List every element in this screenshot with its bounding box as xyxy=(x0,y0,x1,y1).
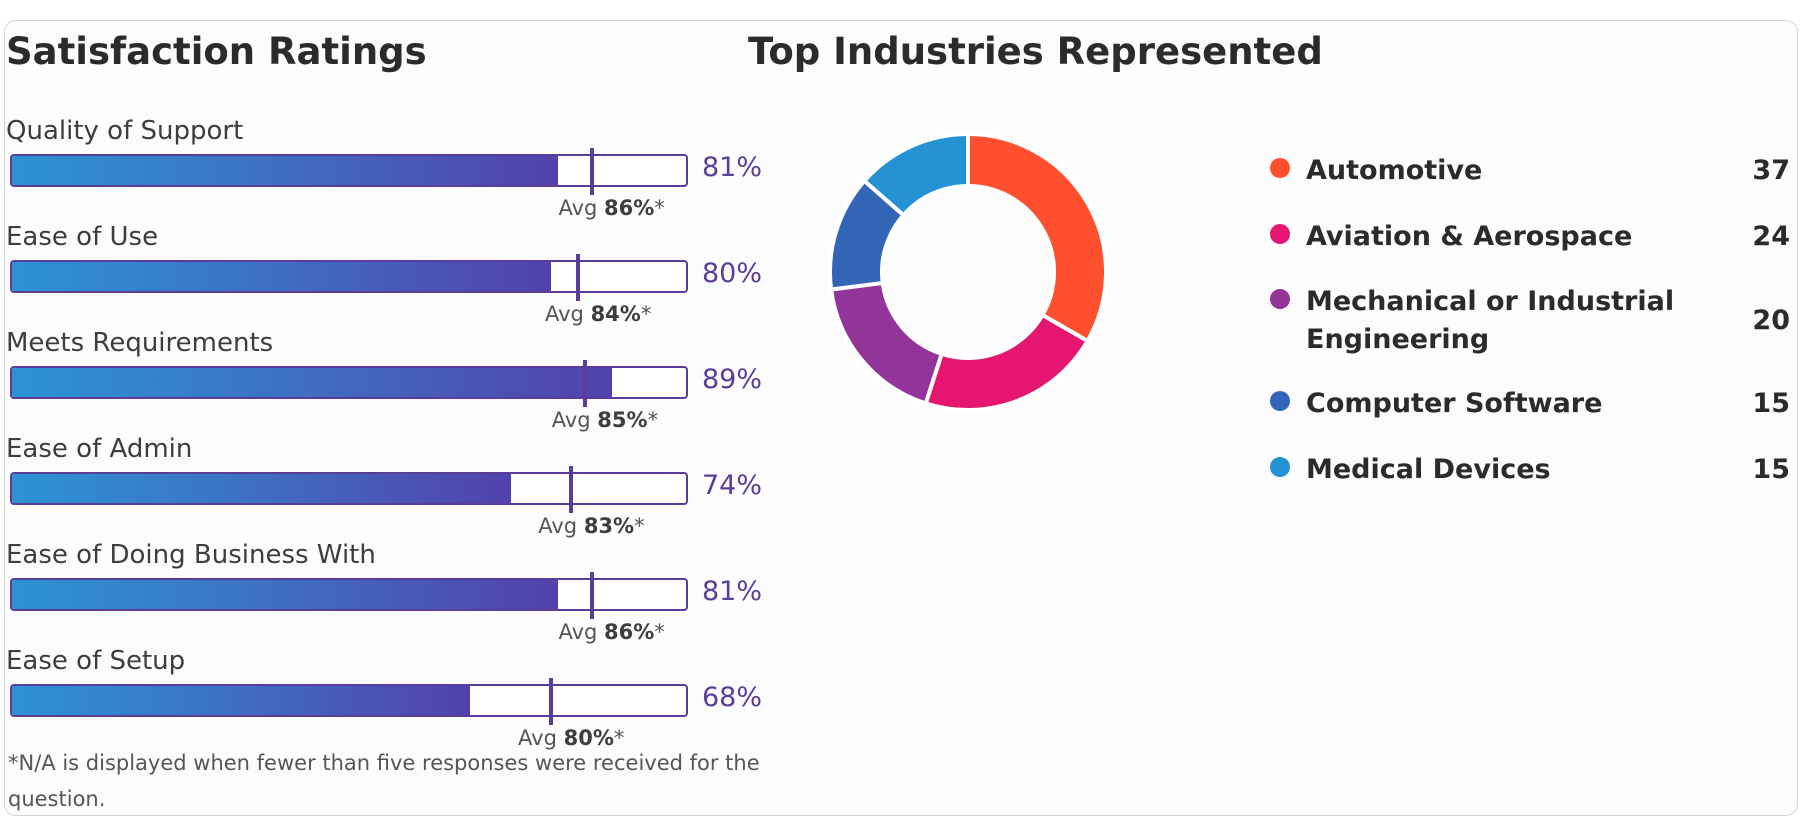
legend-count: 24 xyxy=(1752,221,1790,252)
average-prefix: Avg xyxy=(544,302,591,326)
legend-swatch-icon xyxy=(1270,224,1290,244)
rating-label: Ease of Use xyxy=(6,222,159,252)
legend-count: 15 xyxy=(1752,388,1790,419)
rating-label: Ease of Doing Business With xyxy=(6,540,376,570)
rating-label: Ease of Admin xyxy=(6,434,193,464)
average-label: Avg 86%* xyxy=(558,196,664,220)
legend-label: Medical Devices xyxy=(1306,454,1551,485)
legend-count: 15 xyxy=(1752,454,1790,485)
donut-slice xyxy=(828,280,945,406)
rating-bar-track xyxy=(10,148,688,195)
average-value: 83% xyxy=(583,514,635,538)
industries-donut-chart xyxy=(828,131,1108,412)
rating-value: 74% xyxy=(702,470,763,501)
rating-bar-track xyxy=(10,254,688,301)
average-prefix: Avg xyxy=(558,196,605,220)
average-prefix: Avg xyxy=(538,514,584,538)
rating-bar-track xyxy=(10,678,688,725)
average-suffix: * xyxy=(654,196,665,220)
average-suffix: * xyxy=(640,302,652,326)
rating-bar xyxy=(12,686,471,715)
average-marker xyxy=(576,254,581,301)
average-value: 85% xyxy=(597,408,648,432)
average-label: Avg 84%* xyxy=(545,302,651,326)
donut-slice xyxy=(966,131,1108,344)
rating-bar xyxy=(12,156,558,185)
legend-count: 20 xyxy=(1752,305,1790,336)
average-value: 80% xyxy=(563,726,614,750)
average-value: 86% xyxy=(604,620,655,644)
rating-label: Quality of Support xyxy=(6,116,244,146)
average-prefix: Avg xyxy=(551,408,598,432)
donut-slice xyxy=(923,312,1091,412)
average-value: 86% xyxy=(604,196,655,220)
rating-bar xyxy=(12,474,511,503)
footnote: *N/A is displayed when fewer than five r… xyxy=(8,751,760,811)
average-label: Avg 86%* xyxy=(558,620,664,644)
legend-label: Mechanical or Industrial Engineering xyxy=(1306,286,1675,355)
average-suffix: * xyxy=(613,726,625,750)
donut-slice xyxy=(861,131,970,219)
average-marker xyxy=(569,466,574,513)
average-label: Avg 85%* xyxy=(552,408,658,432)
rating-bar xyxy=(12,580,558,609)
legend-swatch-icon xyxy=(1270,391,1290,411)
average-value: 84% xyxy=(590,302,641,326)
rating-value: 80% xyxy=(702,258,763,289)
average-suffix: * xyxy=(654,620,665,644)
rating-value: 68% xyxy=(702,682,763,713)
average-label: Avg 83%* xyxy=(538,514,644,538)
rating-bar xyxy=(12,262,552,291)
average-label: Avg 80%* xyxy=(518,726,624,750)
legend-label: Aviation & Aerospace xyxy=(1306,221,1633,252)
average-marker xyxy=(582,360,587,407)
rating-label: Meets Requirements xyxy=(6,328,274,358)
legend-swatch-icon xyxy=(1270,158,1290,178)
rating-value: 89% xyxy=(702,364,763,395)
average-marker xyxy=(549,678,554,725)
rating-value: 81% xyxy=(702,152,763,183)
legend-swatch-icon xyxy=(1270,289,1290,309)
legend-count: 37 xyxy=(1752,155,1790,186)
industries-title: Top Industries Represented xyxy=(748,30,1323,73)
rating-label: Ease of Setup xyxy=(6,646,186,676)
legend-label: Automotive xyxy=(1306,155,1483,186)
rating-bar-track xyxy=(10,572,688,619)
average-prefix: Avg xyxy=(558,620,605,644)
rating-value: 81% xyxy=(702,576,763,607)
satisfaction-title: Satisfaction Ratings xyxy=(6,30,427,73)
rating-bar-track xyxy=(10,360,688,407)
average-suffix: * xyxy=(647,408,659,432)
legend-swatch-icon xyxy=(1270,457,1290,477)
average-suffix: * xyxy=(634,514,645,538)
average-marker xyxy=(589,572,594,619)
average-marker xyxy=(589,148,594,195)
average-prefix: Avg xyxy=(518,726,564,750)
rating-bar-track xyxy=(10,466,688,513)
rating-bar xyxy=(12,368,612,397)
legend-label: Computer Software xyxy=(1306,388,1603,419)
